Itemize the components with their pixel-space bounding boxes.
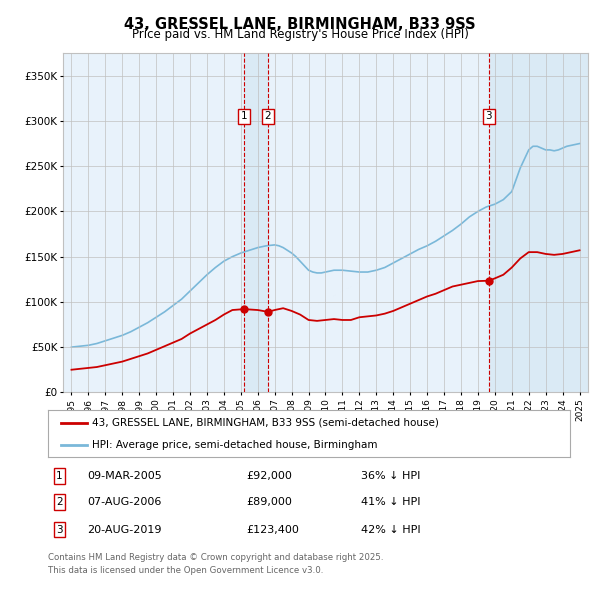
Text: £92,000: £92,000	[247, 471, 292, 481]
Text: 1: 1	[241, 112, 247, 122]
Text: 3: 3	[56, 525, 63, 535]
Text: HPI: Average price, semi-detached house, Birmingham: HPI: Average price, semi-detached house,…	[92, 440, 378, 450]
Text: £123,400: £123,400	[247, 525, 299, 535]
Text: This data is licensed under the Open Government Licence v3.0.: This data is licensed under the Open Gov…	[48, 566, 323, 575]
Text: Price paid vs. HM Land Registry's House Price Index (HPI): Price paid vs. HM Land Registry's House …	[131, 28, 469, 41]
Text: 2: 2	[265, 112, 271, 122]
Text: 3: 3	[485, 112, 492, 122]
Text: 41% ↓ HPI: 41% ↓ HPI	[361, 497, 421, 507]
Text: 36% ↓ HPI: 36% ↓ HPI	[361, 471, 421, 481]
Text: 43, GRESSEL LANE, BIRMINGHAM, B33 9SS (semi-detached house): 43, GRESSEL LANE, BIRMINGHAM, B33 9SS (s…	[92, 418, 439, 428]
Text: 42% ↓ HPI: 42% ↓ HPI	[361, 525, 421, 535]
Text: 43, GRESSEL LANE, BIRMINGHAM, B33 9SS: 43, GRESSEL LANE, BIRMINGHAM, B33 9SS	[124, 17, 476, 31]
Text: 20-AUG-2019: 20-AUG-2019	[87, 525, 161, 535]
Text: 1: 1	[56, 471, 63, 481]
Text: 07-AUG-2006: 07-AUG-2006	[87, 497, 161, 507]
Bar	[244, 53, 268, 392]
Bar	[489, 53, 588, 392]
Text: £89,000: £89,000	[247, 497, 292, 507]
Text: Contains HM Land Registry data © Crown copyright and database right 2025.: Contains HM Land Registry data © Crown c…	[48, 553, 383, 562]
Text: 09-MAR-2005: 09-MAR-2005	[87, 471, 162, 481]
Text: 2: 2	[56, 497, 63, 507]
